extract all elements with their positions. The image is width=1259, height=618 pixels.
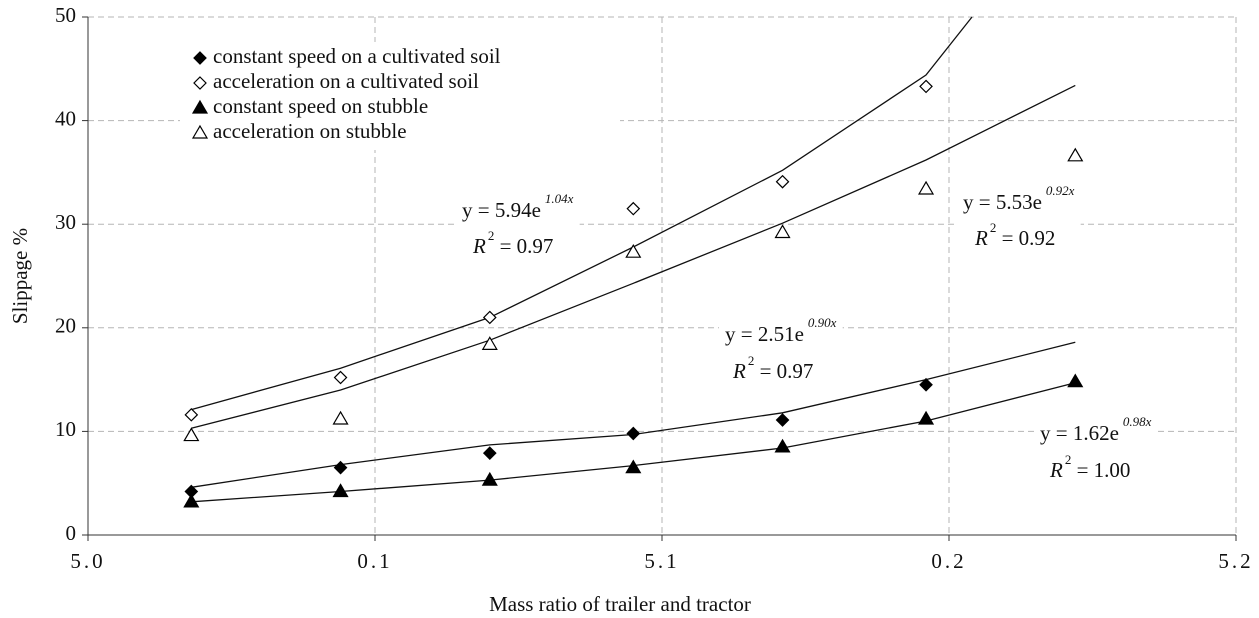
data-point (774, 438, 791, 453)
legend: constant speed on a cultivated soilaccel… (180, 42, 620, 150)
trend-equation: y = 2.51e 0.90x R 2 = 0.97 (719, 310, 843, 387)
data-point (332, 410, 349, 425)
y-tick-label: 20 (55, 314, 76, 338)
equation-background (957, 178, 1081, 254)
trendline (191, 382, 1076, 503)
data-point (1067, 373, 1084, 388)
r-label: R (974, 226, 988, 250)
r-label: R (472, 234, 486, 258)
equation-text: y = 5.94e (462, 198, 541, 222)
trend-equation: y = 5.94e 1.04x R 2 = 0.97 (456, 186, 580, 262)
equation-exponent: 0.90x (808, 315, 837, 330)
data-point (774, 224, 791, 239)
data-point (625, 243, 642, 258)
data-point (919, 79, 933, 94)
y-axis-label: Slippage % (8, 228, 32, 324)
data-point (332, 483, 349, 498)
trendline (191, 84, 1076, 429)
equation-background (719, 310, 843, 387)
r-label: R (1049, 458, 1063, 482)
legend-marker (193, 76, 207, 90)
r-exponent: 2 (488, 228, 495, 243)
y-tick-label: 0 (66, 521, 77, 545)
data-point (184, 407, 199, 422)
data-point (626, 426, 641, 441)
data-point (481, 336, 498, 350)
equation-exponent: 0.92x (1046, 183, 1075, 198)
data-point (626, 201, 641, 216)
legend-label: acceleration on stubble (213, 119, 407, 143)
data-point (917, 180, 935, 195)
x-tick-label: 0.2 (931, 549, 966, 573)
r-exponent: 2 (1065, 452, 1072, 467)
equation-background (456, 186, 580, 262)
legend-marker (191, 99, 209, 114)
data-point (775, 174, 790, 189)
data-point (183, 493, 200, 508)
x-tick-label: 5.0 (70, 549, 105, 573)
data-point (481, 471, 498, 486)
equation: y = 2.51e 0.90x (725, 315, 837, 346)
legend-label: acceleration on a cultivated soil (213, 69, 479, 93)
r-exponent: 2 (990, 220, 997, 235)
trend-equation: y = 5.53e 0.92x R 2 = 0.92 (957, 178, 1081, 254)
r-exponent: 2 (748, 353, 755, 368)
r-value: = 0.92 (996, 226, 1055, 250)
data-point (333, 460, 348, 475)
legend-label: constant speed on a cultivated soil (213, 44, 501, 68)
legend-marker (193, 51, 207, 65)
equation-exponent: 1.04x (545, 191, 574, 206)
y-tick-label: 30 (55, 210, 76, 234)
equation: y = 5.53e 0.92x (963, 183, 1075, 214)
legend-marker (191, 124, 209, 139)
data-point (917, 410, 935, 425)
equation-text: y = 2.51e (725, 322, 804, 346)
data-point (482, 446, 497, 461)
y-tick-label: 40 (55, 106, 76, 130)
equation-text: y = 1.62e (1040, 421, 1119, 445)
legend-label: constant speed on stubble (213, 94, 428, 118)
y-tick-label: 10 (55, 417, 76, 441)
r-value: = 0.97 (494, 234, 553, 258)
data-point (183, 427, 200, 442)
x-tick-label: 0.1 (357, 549, 392, 573)
data-point (919, 377, 933, 392)
x-axis-label: Mass ratio of trailer and tractor (489, 592, 751, 616)
y-tick-label: 50 (55, 3, 76, 27)
r-value: = 1.00 (1071, 458, 1130, 482)
data-point (1067, 147, 1084, 162)
x-tick-label: 5.1 (644, 549, 679, 573)
equation: y = 5.94e 1.04x (462, 191, 574, 222)
data-point (775, 413, 790, 427)
legend-background (180, 42, 620, 150)
data-point (482, 310, 497, 325)
data-point (625, 459, 642, 474)
equation-background (1034, 409, 1158, 486)
data-point (333, 370, 348, 385)
equation-text: y = 5.53e (963, 190, 1042, 214)
trend-equation: y = 1.62e 0.98x R 2 = 1.00 (1034, 409, 1158, 486)
r-label: R (732, 359, 746, 383)
equation: y = 1.62e 0.98x (1040, 414, 1152, 445)
x-tick-label: 5.2 (1218, 549, 1253, 573)
equation-exponent: 0.98x (1123, 414, 1152, 429)
r-value: = 0.97 (754, 359, 813, 383)
